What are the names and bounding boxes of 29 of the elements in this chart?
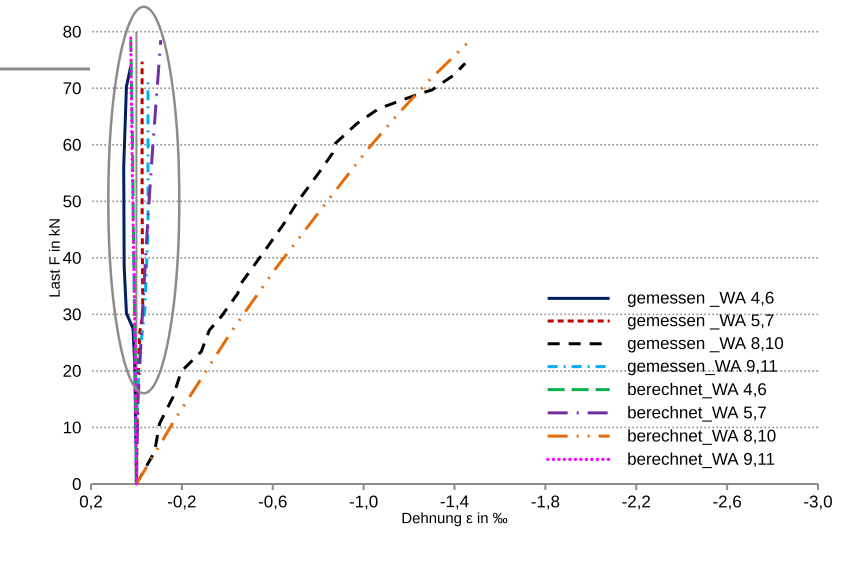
x-tick-label: -2,6: [713, 496, 741, 510]
x-axis-title: Dehnung ε in ‰: [402, 512, 508, 526]
y-tick-label: 30: [63, 308, 81, 320]
y-tick-label: 0: [72, 478, 81, 490]
x-tick-label: -2,2: [622, 496, 650, 510]
x-tick-label: -0,6: [258, 496, 287, 510]
y-tick-label: 80: [63, 26, 81, 38]
y-tick-label: 10: [64, 421, 81, 434]
legend-label: berechnet_WA 4,6: [628, 382, 766, 398]
legend-label: gemessen_WA 9,11: [628, 360, 777, 376]
y-tick-label: 20: [63, 364, 81, 377]
legend-label: berechnet_WA 5,7: [628, 406, 766, 422]
x-tick-label: -3,0: [804, 496, 832, 510]
x-tick-label: -1,4: [440, 496, 469, 510]
legend-label: gemessen _WA 5,7: [628, 314, 774, 330]
legend-label: gemessen _WA 4,6: [628, 292, 774, 308]
line-series: [134, 38, 162, 486]
x-tick-label: -0,2: [168, 496, 196, 510]
legend-label: berechnet_WA 9,11: [628, 452, 774, 468]
x-tick-label: -1,0: [350, 496, 378, 510]
x-tick-label: -1,8: [532, 496, 560, 510]
legend-label: gemessen _WA 8,10: [628, 337, 784, 352]
y-axis-title: Last F in kN: [48, 219, 60, 296]
y-tick-label: 60: [63, 138, 81, 151]
legend-label: berechnet_WA 8,10: [628, 429, 776, 445]
x-tick-label: 0,2: [80, 496, 102, 510]
y-tick-label: 70: [64, 82, 81, 94]
y-tick-label: 50: [63, 195, 81, 208]
y-tick-label: 40: [63, 252, 81, 264]
